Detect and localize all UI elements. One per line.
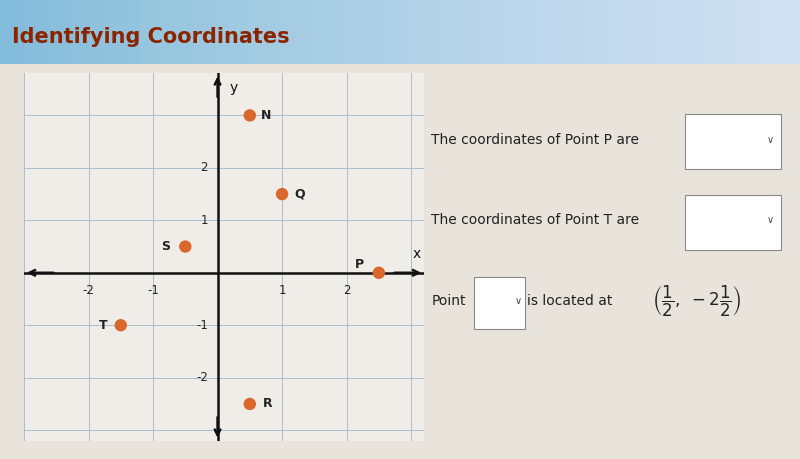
Text: 2: 2 <box>343 284 350 297</box>
Text: $\left(\dfrac{1}{2},\ -2\dfrac{1}{2}\right)$: $\left(\dfrac{1}{2},\ -2\dfrac{1}{2}\rig… <box>652 284 742 319</box>
Text: The coordinates of Point P are: The coordinates of Point P are <box>431 133 639 146</box>
Text: -1: -1 <box>147 284 159 297</box>
Text: S: S <box>162 240 170 253</box>
Text: The coordinates of Point T are: The coordinates of Point T are <box>431 213 639 227</box>
FancyBboxPatch shape <box>686 114 781 169</box>
Text: T: T <box>98 319 107 332</box>
Point <box>243 400 256 408</box>
Point <box>114 322 127 329</box>
FancyBboxPatch shape <box>474 277 526 329</box>
Text: Identifying Coordinates: Identifying Coordinates <box>12 27 290 47</box>
Text: 2: 2 <box>200 162 208 174</box>
Text: Point: Point <box>431 294 466 308</box>
Point <box>243 112 256 119</box>
Text: is located at: is located at <box>527 294 613 308</box>
Text: y: y <box>229 81 238 95</box>
Text: 1: 1 <box>278 284 286 297</box>
Text: R: R <box>263 397 273 410</box>
Text: ∨: ∨ <box>766 134 774 145</box>
FancyBboxPatch shape <box>686 195 781 250</box>
Text: N: N <box>261 109 271 122</box>
Text: ∨: ∨ <box>514 296 522 306</box>
Text: -2: -2 <box>196 371 208 384</box>
Text: P: P <box>355 258 364 271</box>
Text: -2: -2 <box>82 284 94 297</box>
Text: x: x <box>413 247 421 261</box>
Text: Q: Q <box>295 188 306 201</box>
Point <box>179 243 192 250</box>
Point <box>373 269 386 276</box>
Text: 1: 1 <box>200 214 208 227</box>
Text: ∨: ∨ <box>766 215 774 225</box>
Point <box>276 190 289 198</box>
Text: -1: -1 <box>196 319 208 332</box>
